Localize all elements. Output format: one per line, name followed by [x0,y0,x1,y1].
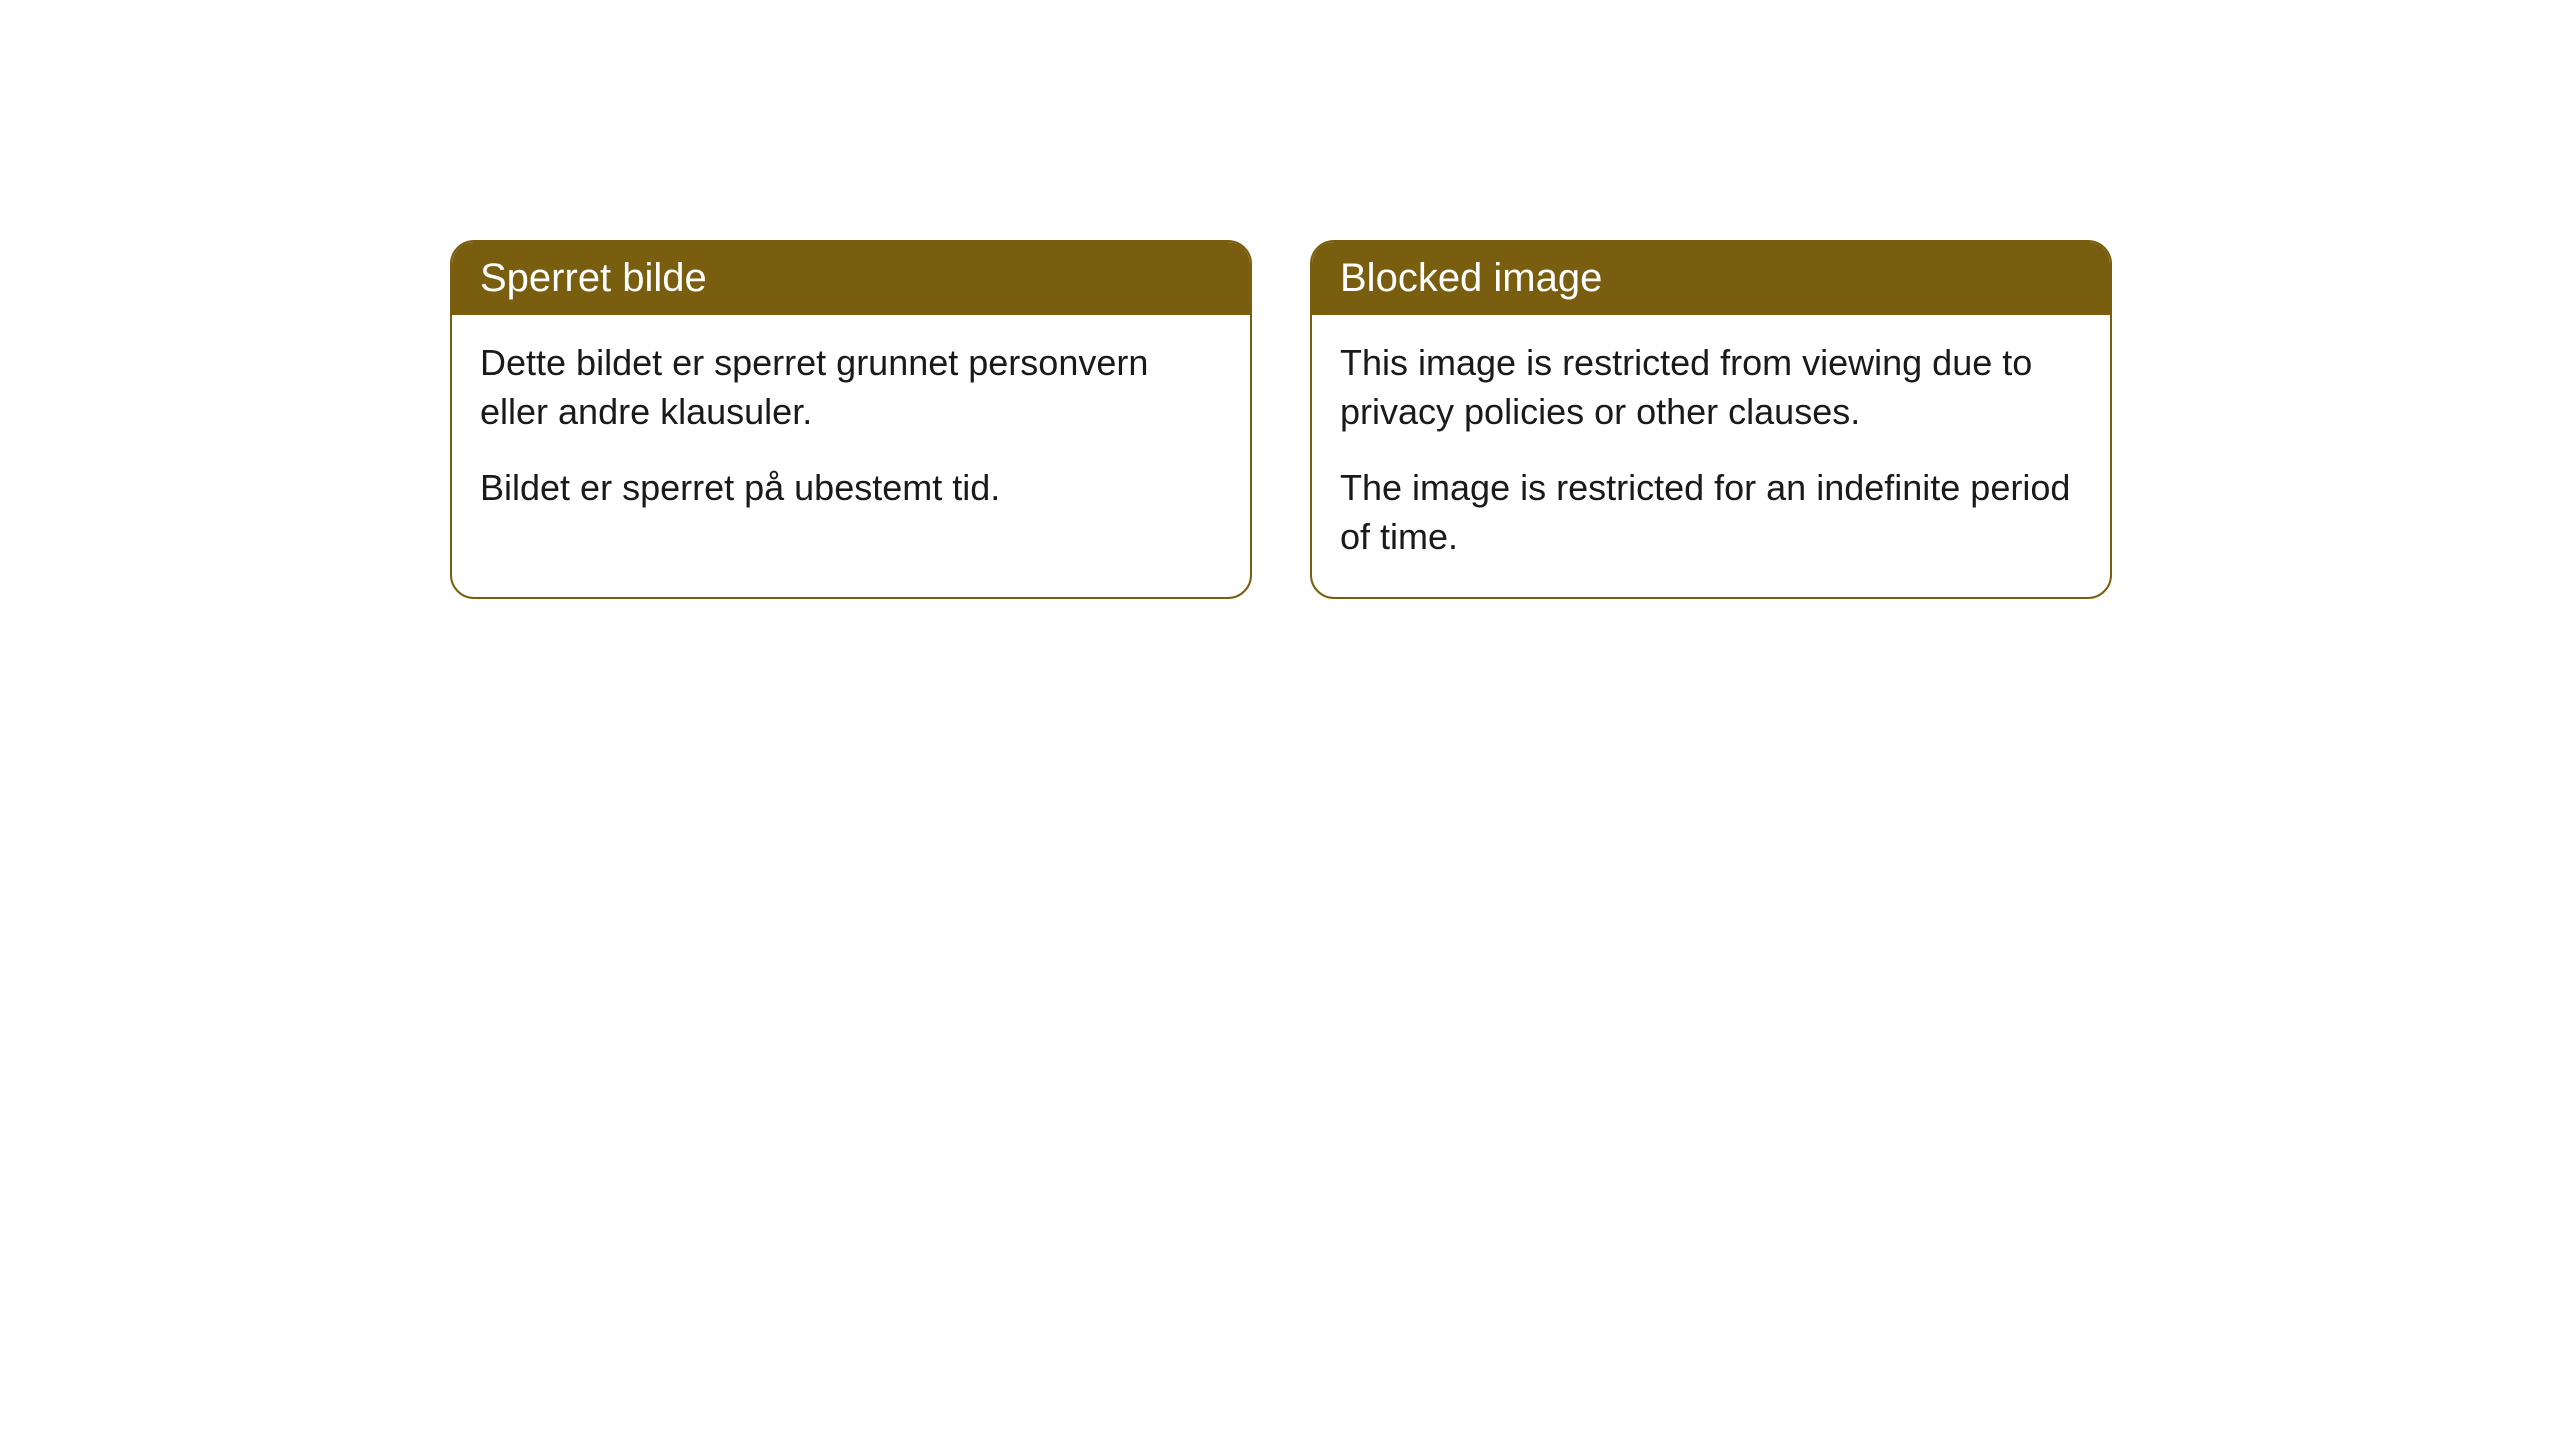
card-title-norwegian: Sperret bilde [480,256,707,300]
card-norwegian: Sperret bilde Dette bildet er sperret gr… [450,240,1252,599]
card-paragraph-2-norwegian: Bildet er sperret på ubestemt tid. [480,464,1222,513]
card-body-english: This image is restricted from viewing du… [1312,315,2110,597]
card-paragraph-1-norwegian: Dette bildet er sperret grunnet personve… [480,339,1222,436]
card-paragraph-2-english: The image is restricted for an indefinit… [1340,464,2082,561]
card-body-norwegian: Dette bildet er sperret grunnet personve… [452,315,1250,549]
card-header-norwegian: Sperret bilde [452,242,1250,315]
card-header-english: Blocked image [1312,242,2110,315]
card-title-english: Blocked image [1340,256,1602,300]
card-english: Blocked image This image is restricted f… [1310,240,2112,599]
card-paragraph-1-english: This image is restricted from viewing du… [1340,339,2082,436]
cards-container: Sperret bilde Dette bildet er sperret gr… [450,240,2112,599]
